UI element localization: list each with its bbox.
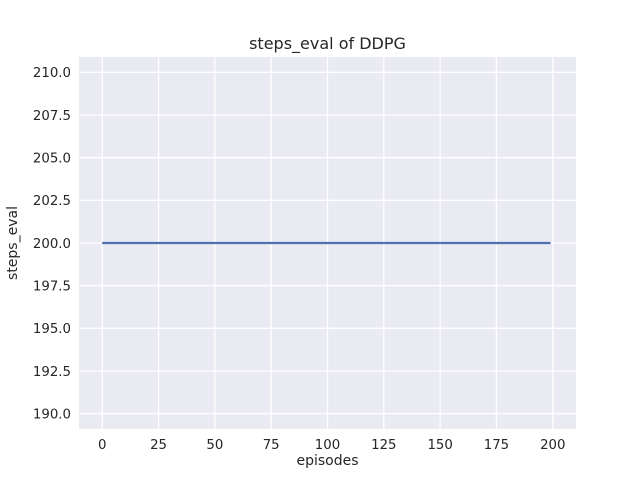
y-tick-label: 210.0	[33, 66, 71, 81]
y-tick-label: 200.0	[33, 237, 71, 252]
x-tick-label: 200	[540, 438, 565, 453]
y-tick-label: 207.5	[33, 109, 71, 124]
chart-title: steps_eval of DDPG	[249, 34, 406, 53]
x-tick-label: 125	[371, 438, 396, 453]
x-tick-label: 175	[484, 438, 509, 453]
x-tick-label: 75	[263, 438, 280, 453]
x-tick-label: 0	[98, 438, 106, 453]
y-tick-label: 197.5	[33, 279, 71, 294]
x-tick-label: 50	[206, 438, 223, 453]
y-tick-label: 190.0	[33, 407, 71, 422]
y-tick-label: 202.5	[33, 194, 71, 209]
x-tick-label: 25	[150, 438, 167, 453]
x-axis-label: episodes	[296, 453, 359, 469]
y-tick-label: 192.5	[33, 365, 71, 380]
x-tick-label: 150	[427, 438, 452, 453]
y-tick-label: 205.0	[33, 151, 71, 166]
y-tick-label: 195.0	[33, 322, 71, 337]
x-tick-label: 100	[315, 438, 340, 453]
